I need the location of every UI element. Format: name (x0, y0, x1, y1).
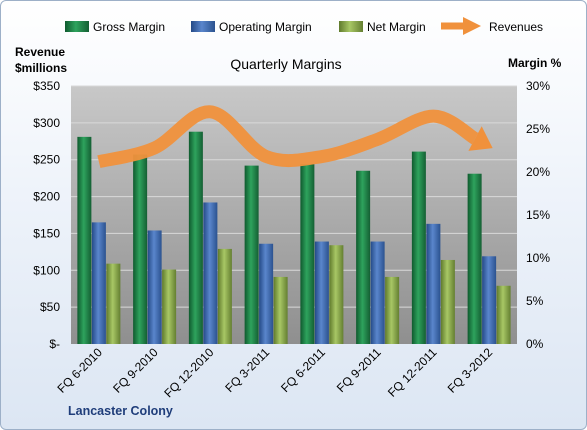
x-tick-label: FQ 6-2011 (278, 345, 328, 395)
gross-margin-bar (467, 173, 482, 344)
x-tick-label: FQ 9-2011 (334, 345, 384, 395)
gross-margin-bar (356, 170, 371, 344)
company-label: Lancaster Colony (68, 404, 173, 418)
operating-margin-bar (314, 241, 329, 344)
gross-margin-bar (188, 131, 203, 344)
right-tick-label: 30% (526, 79, 550, 93)
left-tick-label: $250 (33, 153, 60, 167)
gross-margin-bar (77, 136, 92, 344)
left-axis-ticks: $- $50 $100 $150 $200 $250 $300 $350 (33, 79, 60, 351)
right-tick-label: 20% (526, 165, 550, 179)
revenues-line (97, 105, 479, 169)
left-tick-label: $150 (33, 226, 60, 240)
x-tick-label: FQ 3-2011 (222, 345, 272, 395)
net-margin-bar (329, 245, 344, 344)
left-tick-label: $300 (33, 116, 60, 130)
revenues-series (97, 105, 493, 169)
x-tick-label: FQ 3-2012 (445, 345, 496, 396)
left-tick-label: $200 (33, 190, 60, 204)
revenues-arrowhead (468, 126, 493, 151)
legend: Gross Margin Operating Margin Net Margin… (65, 17, 543, 35)
left-tick-label: $50 (40, 300, 60, 314)
right-tick-label: 25% (526, 122, 550, 136)
left-tick-label: $- (49, 337, 60, 351)
x-tick-label: FQ 12-2010 (161, 345, 216, 400)
right-tick-label: 5% (526, 294, 544, 308)
left-tick-label: $100 (33, 263, 60, 277)
net-margin-bar (496, 285, 511, 344)
gross-margin-bar (244, 165, 259, 344)
x-tick-label: FQ 6-2010 (55, 345, 106, 396)
net-margin-bar (385, 276, 400, 344)
net-margin-bar (162, 269, 177, 344)
legend-gross-margin-label: Gross Margin (93, 20, 165, 34)
net-margin-bar (440, 259, 455, 344)
operating-margin-bar (482, 256, 497, 344)
legend-net-margin-swatch (339, 21, 363, 32)
bar-series (77, 131, 511, 344)
operating-margin-bar (203, 202, 218, 344)
legend-revenues-arrow-icon (441, 17, 481, 35)
operating-margin-bar (91, 222, 106, 344)
chart-title: Quarterly Margins (230, 56, 341, 72)
gross-margin-bar (133, 154, 148, 344)
left-axis-title-line2: $millions (15, 61, 67, 75)
x-axis-ticks: FQ 6-2010 FQ 9-2010 FQ 12-2010 FQ 3-2011 FQ … (55, 345, 496, 400)
operating-margin-bar (259, 243, 274, 344)
operating-margin-bar (426, 223, 441, 344)
gross-margin-bar (411, 151, 426, 344)
gross-margin-bar (300, 164, 315, 344)
legend-operating-margin-swatch (191, 21, 215, 32)
net-margin-bar (217, 248, 232, 344)
legend-net-margin-label: Net Margin (367, 20, 426, 34)
operating-margin-bar (147, 230, 162, 344)
operating-margin-bar (370, 241, 385, 344)
left-tick-label: $350 (33, 79, 60, 93)
net-margin-bar (273, 276, 288, 344)
x-tick-label: FQ 9-2010 (110, 345, 161, 396)
legend-gross-margin-swatch (65, 21, 89, 32)
legend-revenues-label: Revenues (489, 20, 543, 34)
x-tick-label: FQ 12-2011 (385, 345, 440, 400)
net-margin-bar (106, 263, 121, 344)
right-tick-label: 10% (526, 251, 550, 265)
right-tick-label: 0% (526, 337, 544, 351)
right-axis-ticks: 0% 5% 10% 15% 20% 25% 30% (526, 79, 550, 351)
right-tick-label: 15% (526, 208, 550, 222)
legend-operating-margin-label: Operating Margin (219, 20, 312, 34)
right-axis-title: Margin % (508, 56, 562, 70)
left-axis-title-line1: Revenue (15, 45, 65, 59)
